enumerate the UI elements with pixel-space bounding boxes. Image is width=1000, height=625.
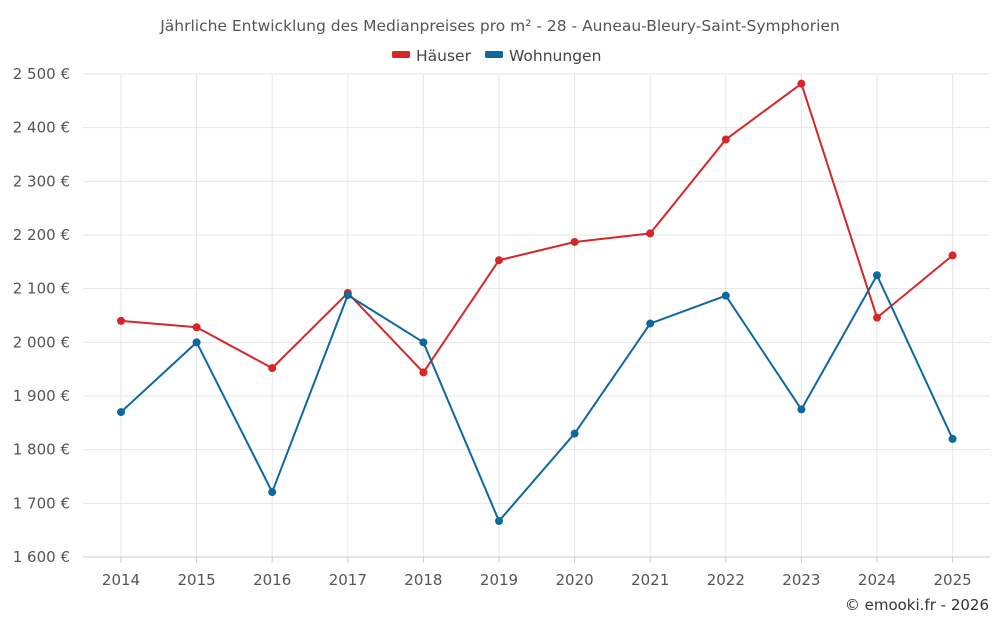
series-line-haeuser	[120, 82, 954, 374]
x-tick-label: 2021	[631, 571, 669, 589]
y-tick-label: 2 400 €	[13, 119, 70, 137]
data-point-wohnungen[interactable]	[646, 319, 655, 328]
legend-item-haeuser[interactable]: Häuser	[392, 47, 472, 65]
data-point-haeuser[interactable]	[192, 323, 201, 332]
data-point-wohnungen[interactable]	[419, 338, 428, 347]
data-point-wohnungen[interactable]	[343, 291, 352, 300]
series-wohnungen	[117, 271, 957, 526]
legend-item-wohnungen[interactable]: Wohnungen	[485, 47, 601, 65]
data-point-wohnungen[interactable]	[117, 408, 125, 417]
series-line-wohnungen	[120, 274, 954, 523]
data-point-wohnungen[interactable]	[948, 434, 957, 443]
series-haeuser	[117, 79, 957, 377]
x-tick-label: 2017	[329, 571, 367, 589]
x-tick-label: 2024	[858, 571, 896, 589]
data-point-wohnungen[interactable]	[721, 291, 730, 300]
y-tick-label: 1 700 €	[13, 494, 70, 512]
y-tick-label: 1 800 €	[13, 441, 70, 459]
y-tick-label: 2 200 €	[13, 226, 70, 244]
legend-label-wohnungen: Wohnungen	[509, 47, 601, 65]
x-tick-label: 2018	[404, 571, 442, 589]
x-axis: 2014 2015 2016 2017 2018 2019 2020 2021 2022 2023…	[83, 556, 990, 589]
legend: Häuser Wohnungen	[392, 47, 601, 65]
data-point-haeuser[interactable]	[419, 368, 428, 377]
data-point-wohnungen[interactable]	[797, 405, 806, 414]
data-point-haeuser[interactable]	[873, 313, 881, 322]
y-tick-label: 2 100 €	[13, 280, 70, 298]
data-point-wohnungen[interactable]	[495, 517, 503, 526]
data-point-haeuser[interactable]	[495, 256, 503, 265]
x-tick-label: 2020	[556, 571, 594, 589]
y-axis: 1 600 € 1 700 € 1 800 € 1 900 € 2 000 € 2 100…	[13, 65, 70, 566]
data-point-haeuser[interactable]	[948, 251, 957, 260]
x-tick-label: 2016	[253, 571, 291, 589]
legend-label-haeuser: Häuser	[416, 47, 472, 65]
legend-swatch-wohnungen	[485, 51, 503, 58]
legend-swatch-haeuser	[392, 51, 410, 58]
grid	[83, 73, 990, 558]
chart-title: Jährliche Entwicklung des Medianpreises …	[159, 17, 840, 35]
data-point-haeuser[interactable]	[268, 364, 277, 373]
y-tick-label: 2 300 €	[13, 172, 70, 190]
data-point-wohnungen[interactable]	[192, 338, 201, 347]
y-tick-label: 1 600 €	[13, 548, 70, 566]
credit-text: © emooki.fr - 2026	[845, 596, 989, 614]
data-point-wohnungen[interactable]	[570, 429, 579, 438]
y-tick-label: 1 900 €	[13, 387, 70, 405]
y-tick-label: 2 500 €	[13, 65, 70, 83]
x-tick-label: 2019	[480, 571, 518, 589]
data-point-wohnungen[interactable]	[268, 488, 277, 497]
data-point-haeuser[interactable]	[117, 316, 125, 325]
series	[117, 79, 957, 526]
x-tick-label: 2023	[782, 571, 820, 589]
x-tick-label: 2022	[707, 571, 745, 589]
x-tick-label: 2015	[178, 571, 216, 589]
x-tick-label: 2025	[934, 571, 972, 589]
data-point-haeuser[interactable]	[646, 229, 655, 238]
x-tick-label: 2014	[102, 571, 140, 589]
data-point-haeuser[interactable]	[721, 135, 730, 144]
data-point-haeuser[interactable]	[797, 79, 806, 88]
data-point-wohnungen[interactable]	[873, 271, 881, 280]
data-point-haeuser[interactable]	[570, 237, 579, 246]
y-tick-label: 2 000 €	[13, 333, 70, 351]
